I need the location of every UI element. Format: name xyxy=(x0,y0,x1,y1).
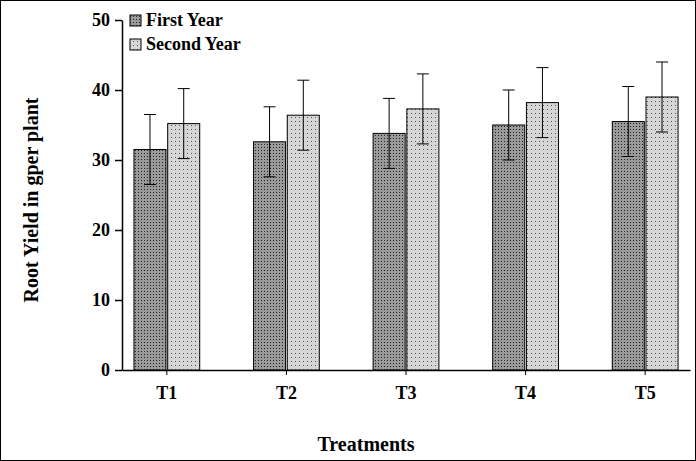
legend-swatch xyxy=(130,39,141,50)
error-bar xyxy=(264,107,276,177)
bar xyxy=(287,115,319,370)
y-tick: 20 xyxy=(92,220,122,240)
error-bar xyxy=(417,74,429,144)
error-bar xyxy=(144,115,156,185)
y-tick-mark xyxy=(115,300,122,302)
y-tick-label: 0 xyxy=(101,360,110,380)
x-axis-title: Treatments xyxy=(317,433,414,455)
error-bar xyxy=(656,62,668,132)
y-tick: 30 xyxy=(92,150,122,170)
x-tick-label: T3 xyxy=(395,383,416,403)
error-bar xyxy=(622,87,634,157)
y-tick-mark xyxy=(115,160,122,162)
y-tick-mark xyxy=(115,90,122,92)
frame xyxy=(1,1,696,461)
plot: 0 10 20 30 40 50 T1 T2 T3 T4 T5 xyxy=(92,10,691,403)
y-tick: 0 xyxy=(101,360,122,380)
error-bar xyxy=(536,68,548,138)
y-axis-line xyxy=(122,21,124,371)
y-tick: 50 xyxy=(92,10,122,30)
legend-swatch xyxy=(130,15,141,26)
series xyxy=(168,62,678,370)
x-tick: T2 xyxy=(276,370,297,403)
x-tick-label: T4 xyxy=(515,383,536,403)
x-tick-label: T2 xyxy=(276,383,297,403)
y-axis-title: Root Yield in gper plant xyxy=(20,97,43,302)
x-tick: T1 xyxy=(156,370,177,403)
y-tick-mark xyxy=(115,230,122,232)
error-bar xyxy=(383,98,395,168)
bar xyxy=(168,124,200,370)
legend-label: First Year xyxy=(146,10,223,30)
error-bar xyxy=(178,89,190,159)
marks xyxy=(134,62,678,370)
x-tick: T4 xyxy=(515,370,536,403)
y-tick-label: 10 xyxy=(92,290,110,310)
y-axis: 0 10 20 30 40 50 xyxy=(92,10,123,380)
x-tick-label: T5 xyxy=(635,383,656,403)
series xyxy=(134,87,644,371)
y-tick-mark xyxy=(115,370,122,372)
y-tick: 40 xyxy=(92,80,122,100)
chart: 0 10 20 30 40 50 T1 T2 T3 T4 T5 Treatments Root Yiel… xyxy=(0,0,696,461)
y-tick-label: 40 xyxy=(92,80,110,100)
legend-label: Second Year xyxy=(146,34,241,54)
x-tick-label: T1 xyxy=(156,383,177,403)
x-tick-mark xyxy=(166,370,167,375)
x-tick-mark xyxy=(286,370,287,375)
legend: First Year Second Year xyxy=(130,10,241,54)
y-tick-label: 50 xyxy=(92,10,110,30)
x-tick-mark xyxy=(645,370,646,375)
x-axis: T1 T2 T3 T4 T5 xyxy=(123,370,691,403)
x-tick-mark xyxy=(525,370,526,375)
error-bar xyxy=(297,80,309,150)
y-tick-label: 30 xyxy=(92,150,110,170)
x-tick-mark xyxy=(406,370,407,375)
bar xyxy=(646,97,678,370)
y-tick-label: 20 xyxy=(92,220,110,240)
y-tick: 10 xyxy=(92,290,122,310)
bar xyxy=(612,122,644,371)
bar xyxy=(493,125,525,370)
bar xyxy=(373,133,405,370)
error-bar xyxy=(503,90,515,160)
bar xyxy=(407,109,439,370)
x-tick: T5 xyxy=(635,370,656,403)
bar xyxy=(526,103,558,370)
x-tick: T3 xyxy=(395,370,416,403)
y-tick-mark xyxy=(115,20,122,22)
